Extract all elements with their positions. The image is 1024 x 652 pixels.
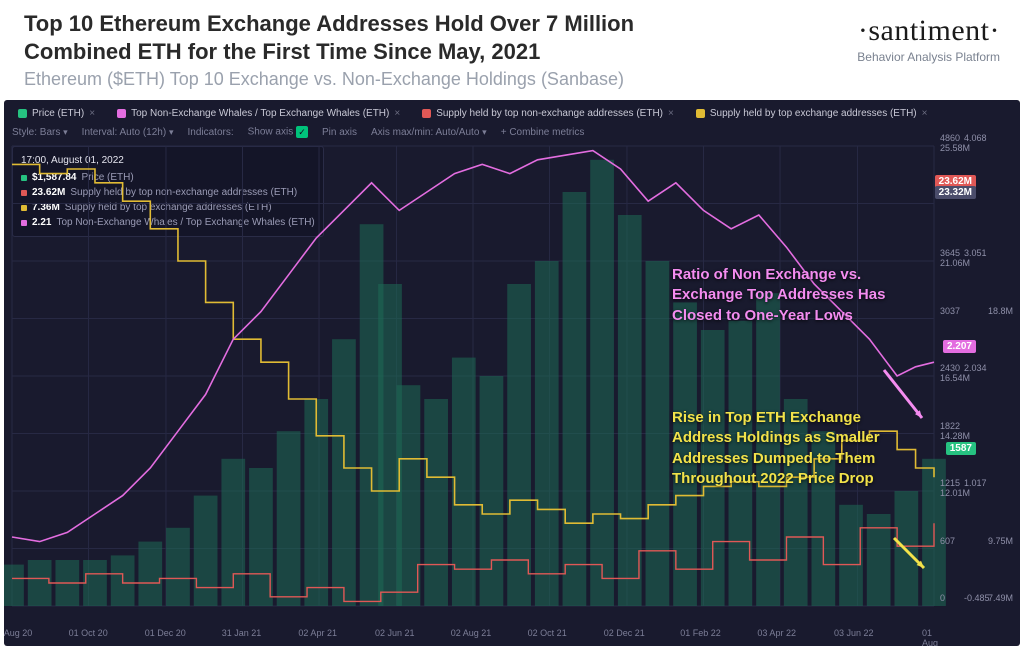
chart-plot[interactable] bbox=[4, 138, 1020, 646]
title-line-1: Top 10 Ethereum Exchange Addresses Hold … bbox=[24, 11, 634, 36]
x-tick-label: 01 Oct 20 bbox=[69, 628, 108, 638]
x-tick-label: 31 Jan 21 bbox=[222, 628, 262, 638]
series-tab[interactable]: Supply held by top exchange addresses (E… bbox=[690, 105, 934, 122]
series-tab[interactable]: Top Non-Exchange Whales / Top Exchange W… bbox=[111, 105, 406, 122]
tab-label: Top Non-Exchange Whales / Top Exchange W… bbox=[131, 108, 389, 119]
check-icon: ✓ bbox=[296, 126, 308, 138]
axis-tick-label: 36453.05121.06M bbox=[940, 248, 1016, 268]
header-titles: Top 10 Ethereum Exchange Addresses Hold … bbox=[24, 10, 837, 90]
price-flag: 2.207 bbox=[943, 340, 976, 353]
x-tick-label: 03 Jun 22 bbox=[834, 628, 874, 638]
chart-toolbar: Style: Bars ▾ Interval: Auto (12h) ▾ Ind… bbox=[12, 126, 584, 138]
close-icon[interactable]: × bbox=[394, 108, 400, 119]
price-flag: 1587 bbox=[946, 442, 976, 455]
chevron-down-icon: ▾ bbox=[169, 127, 174, 137]
axis-tick-label: 182214.28M bbox=[940, 421, 1016, 441]
brand-logo: ·santiment· bbox=[857, 14, 1000, 48]
x-tick-label: 02 Jun 21 bbox=[375, 628, 415, 638]
page-subtitle: Ethereum ($ETH) Top 10 Exchange vs. Non-… bbox=[24, 69, 837, 90]
chart-stage: Price (ETH) × Top Non-Exchange Whales / To… bbox=[4, 100, 1020, 646]
tab-label: Supply held by top non-exchange addresse… bbox=[436, 108, 663, 119]
close-icon[interactable]: × bbox=[89, 108, 95, 119]
axis-minmax-selector[interactable]: Axis max/min: Auto/Auto ▾ bbox=[371, 127, 487, 138]
x-tick-label: 01 Dec 20 bbox=[145, 628, 186, 638]
axis-tick-label: 6079.75M bbox=[940, 536, 1013, 546]
x-tick-label: 01 Feb 22 bbox=[680, 628, 721, 638]
x-tick-label: 02 Apr 21 bbox=[298, 628, 337, 638]
swatch-icon bbox=[18, 109, 27, 118]
tab-label: Price (ETH) bbox=[32, 108, 84, 119]
x-axis-labels: 01 Aug 2001 Oct 2001 Dec 2031 Jan 2102 A… bbox=[12, 628, 930, 640]
axis-tick-label: 303718.8M bbox=[940, 306, 1013, 316]
axis-tick-label: 24302.03416.54M bbox=[940, 363, 1016, 383]
x-tick-label: 02 Oct 21 bbox=[528, 628, 567, 638]
title-line-2: Combined ETH for the First Time Since Ma… bbox=[24, 39, 540, 64]
show-axis-toggle[interactable]: Show axis ✓ bbox=[248, 126, 308, 138]
x-tick-label: 02 Dec 21 bbox=[604, 628, 645, 638]
swatch-icon bbox=[117, 109, 126, 118]
interval-selector[interactable]: Interval: Auto (12h) ▾ bbox=[82, 127, 174, 138]
series-tabs: Price (ETH) × Top Non-Exchange Whales / To… bbox=[12, 105, 1012, 122]
x-tick-label: 01 Aug 22 bbox=[922, 628, 938, 646]
axis-tick-label: 0-0.4857.49M bbox=[940, 593, 1013, 603]
x-tick-label: 01 Aug 20 bbox=[4, 628, 32, 638]
series-tab[interactable]: Price (ETH) × bbox=[12, 105, 101, 122]
right-axis-labels: 48604.06825.58M425236453.05121.06M303718… bbox=[940, 138, 1016, 598]
close-icon[interactable]: × bbox=[668, 108, 674, 119]
page-title: Top 10 Ethereum Exchange Addresses Hold … bbox=[24, 10, 837, 65]
price-flag: 23.32M bbox=[935, 186, 976, 199]
close-icon[interactable]: × bbox=[922, 108, 928, 119]
axis-tick-label: 48604.06825.58M bbox=[940, 133, 1016, 153]
x-tick-label: 03 Apr 22 bbox=[757, 628, 796, 638]
brand-tagline: Behavior Analysis Platform bbox=[857, 50, 1000, 64]
axis-tick-label: 12151.01712.01M bbox=[940, 478, 1016, 498]
swatch-icon bbox=[422, 109, 431, 118]
chevron-down-icon: ▾ bbox=[482, 127, 487, 137]
brand: ·santiment· Behavior Analysis Platform bbox=[837, 10, 1000, 90]
combine-metrics-button[interactable]: + Combine metrics bbox=[501, 127, 585, 138]
x-tick-label: 02 Aug 21 bbox=[451, 628, 492, 638]
chevron-down-icon: ▾ bbox=[63, 127, 68, 137]
swatch-icon bbox=[696, 109, 705, 118]
pin-axis-toggle[interactable]: Pin axis bbox=[322, 127, 357, 138]
style-selector[interactable]: Style: Bars ▾ bbox=[12, 127, 68, 138]
tab-label: Supply held by top exchange addresses (E… bbox=[710, 108, 917, 119]
series-tab[interactable]: Supply held by top non-exchange addresse… bbox=[416, 105, 680, 122]
indicators-label: Indicators: bbox=[187, 127, 233, 138]
header: Top 10 Ethereum Exchange Addresses Hold … bbox=[0, 0, 1024, 96]
